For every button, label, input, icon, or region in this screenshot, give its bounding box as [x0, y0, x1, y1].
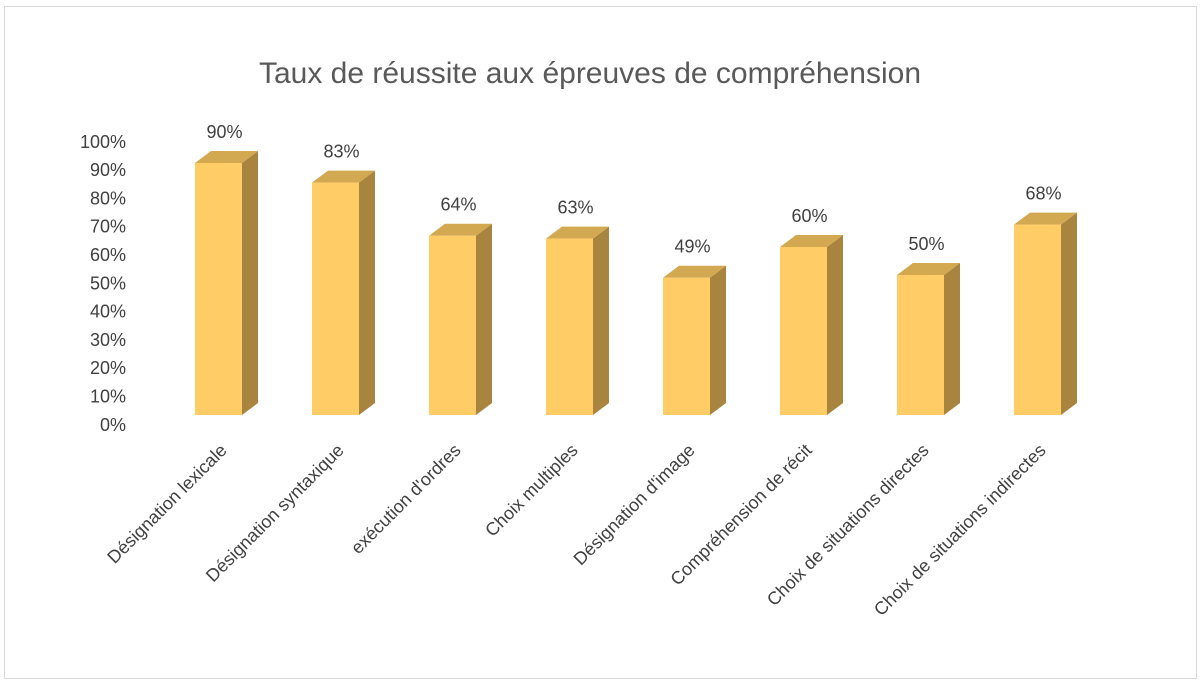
y-tick-label: 90%: [90, 160, 126, 180]
bar-side: [827, 235, 843, 415]
bar-side: [1061, 212, 1077, 415]
y-tick-label: 50%: [90, 273, 126, 293]
y-tick-label: 20%: [90, 358, 126, 378]
bar-side: [593, 226, 609, 415]
bar: [429, 223, 492, 415]
value-label: 50%: [908, 234, 944, 254]
bar: [897, 263, 960, 415]
y-tick-label: 80%: [90, 188, 126, 208]
bar-side: [710, 265, 726, 415]
bar: [1014, 212, 1077, 415]
bar-front: [312, 182, 359, 415]
y-tick-label: 100%: [80, 132, 126, 152]
value-label: 90%: [206, 122, 242, 142]
value-label: 49%: [674, 237, 710, 257]
bar-front: [1014, 224, 1061, 415]
y-tick-label: 0%: [100, 415, 126, 435]
y-tick-label: 10%: [90, 386, 126, 406]
chart-title: Taux de réussite aux épreuves de compréh…: [259, 57, 921, 90]
bar-side: [944, 263, 960, 415]
bar-front: [663, 277, 710, 415]
bar-top: [312, 170, 375, 183]
bar-top: [780, 235, 843, 247]
bar-front: [195, 163, 242, 415]
bar-top: [546, 226, 609, 239]
bar: [195, 151, 258, 415]
value-label: 60%: [791, 206, 827, 226]
bar-top: [1014, 212, 1077, 225]
y-tick-label: 30%: [90, 330, 126, 350]
bar-top: [897, 263, 960, 275]
value-label: 63%: [557, 197, 593, 217]
bar-side: [242, 151, 258, 415]
y-tick-label: 40%: [90, 302, 126, 322]
bar-top: [429, 223, 492, 236]
bar: [312, 170, 375, 415]
bar-front: [546, 238, 593, 415]
value-label: 64%: [440, 195, 476, 215]
bar-top: [663, 265, 726, 278]
bar: [663, 265, 726, 415]
bar-side: [359, 170, 375, 415]
bar-front: [897, 275, 944, 415]
bar: [546, 226, 609, 415]
bar-side: [476, 223, 492, 415]
value-label: 68%: [1025, 183, 1061, 203]
bar-front: [780, 247, 827, 415]
y-tick-label: 60%: [90, 245, 126, 265]
y-tick-label: 70%: [90, 217, 126, 237]
bar-front: [429, 235, 476, 415]
value-label: 83%: [323, 141, 359, 161]
bar-top: [195, 151, 258, 163]
bar: [780, 235, 843, 415]
